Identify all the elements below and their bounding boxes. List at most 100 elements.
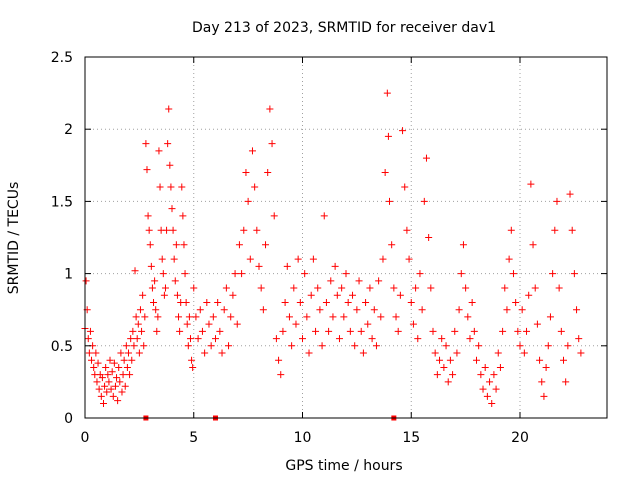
data-point [331, 262, 339, 270]
data-point [325, 327, 333, 335]
data-point [292, 320, 300, 328]
data-point [531, 284, 539, 292]
x-tick-label: 20 [511, 430, 529, 446]
data-point [372, 342, 380, 350]
data-point [501, 284, 509, 292]
data-point [368, 335, 376, 343]
data-point [473, 356, 480, 364]
data-point [93, 378, 101, 386]
data-point [99, 400, 107, 408]
data-point [242, 169, 250, 177]
data-point [119, 371, 127, 379]
data-point [110, 359, 118, 367]
data-point [566, 190, 574, 198]
data-point [403, 226, 411, 234]
data-point [381, 169, 389, 177]
data-point [492, 385, 500, 393]
data-point [514, 327, 522, 335]
y-tick-label: 2.5 [51, 50, 73, 66]
data-point [342, 270, 350, 278]
data-point [496, 363, 504, 371]
data-point [538, 378, 546, 386]
data-point [362, 298, 370, 306]
data-point [135, 349, 143, 357]
y-axis-ticks: 0 0.5 1 1.5 2 2.5 [51, 50, 607, 427]
x-axis-label: GPS time / hours [285, 458, 402, 474]
data-point [329, 313, 337, 321]
data-point [148, 284, 156, 292]
data-point [142, 140, 150, 148]
data-point [303, 313, 311, 321]
data-point [392, 313, 400, 321]
data-point [172, 241, 180, 249]
data-point [312, 327, 320, 335]
data-point [146, 241, 154, 249]
data-point [121, 382, 129, 390]
data-point [161, 284, 169, 292]
data-point [346, 327, 354, 335]
data-point [314, 284, 322, 292]
data-point [296, 298, 304, 306]
data-point [533, 320, 541, 328]
data-point [507, 226, 515, 234]
data-point [212, 335, 219, 343]
data-point [153, 327, 161, 335]
data-point [143, 166, 151, 174]
data-point [516, 342, 524, 350]
data-point [305, 349, 313, 357]
data-point [307, 291, 315, 299]
data-point [564, 342, 572, 350]
data-point [577, 349, 585, 357]
data-point [560, 356, 567, 364]
data-point [288, 342, 296, 350]
data-point [235, 241, 243, 249]
data-point [301, 270, 309, 278]
data-point [366, 284, 374, 292]
data-point [340, 313, 348, 321]
data-point [106, 356, 114, 364]
data-point [575, 335, 583, 343]
data-point [158, 255, 166, 263]
data-point [259, 306, 267, 314]
data-point [377, 313, 385, 321]
data-point [98, 374, 106, 382]
data-point [272, 335, 280, 343]
data-point [494, 349, 502, 357]
data-point [370, 306, 378, 314]
data-point [136, 306, 144, 314]
data-point [255, 262, 263, 270]
axes [84, 56, 608, 419]
data-point [264, 169, 272, 177]
data-point [453, 349, 461, 357]
data-point [167, 183, 175, 191]
data-point [405, 255, 413, 263]
data-point [422, 154, 430, 162]
data-point [351, 342, 359, 350]
data-point [186, 335, 194, 343]
data-point [268, 140, 276, 148]
data-point [335, 335, 343, 343]
data-point [568, 226, 576, 234]
data-point [88, 356, 96, 364]
data-point [384, 132, 392, 140]
data-point [266, 105, 274, 113]
data-point [196, 306, 204, 314]
data-point [279, 327, 287, 335]
data-point [203, 298, 211, 306]
data-point [322, 298, 330, 306]
data-point [529, 241, 537, 249]
data-point [173, 291, 181, 299]
data-point [205, 320, 213, 328]
y-tick-label: 1.5 [51, 194, 73, 210]
data-point [133, 335, 141, 343]
data-point [131, 267, 139, 275]
x-tick-label: 5 [189, 430, 198, 446]
data-point [188, 356, 196, 364]
data-point [123, 363, 131, 371]
data-point [320, 212, 328, 220]
data-point [120, 356, 128, 364]
data-point [353, 306, 361, 314]
data-point [238, 270, 246, 278]
data-point [160, 291, 168, 299]
data-point [104, 371, 112, 379]
